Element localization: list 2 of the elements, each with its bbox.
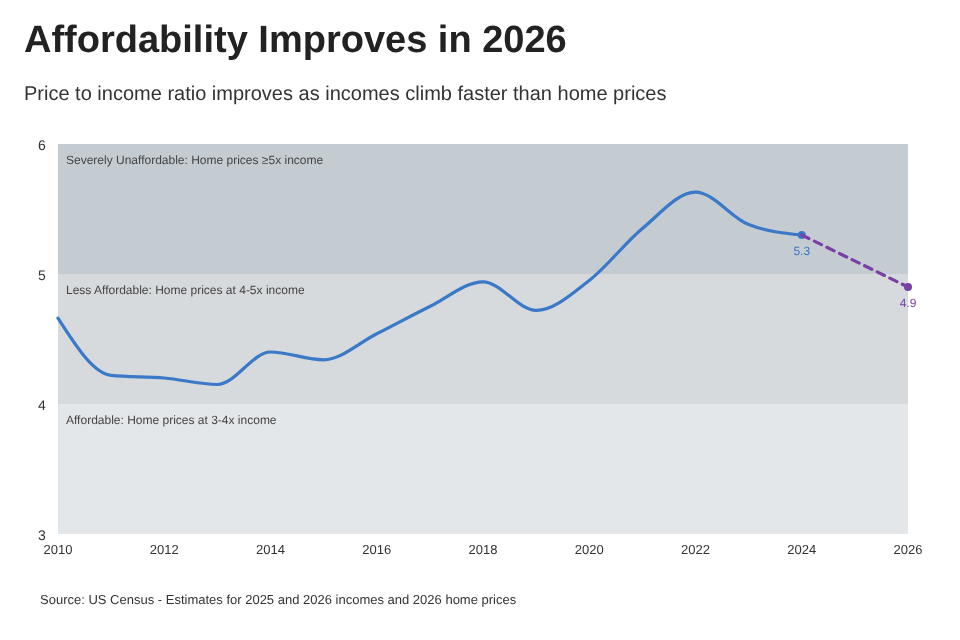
chart-title: Affordability Improves in 2026 [24, 20, 567, 62]
chart-subtitle: Price to income ratio improves as incomes climb faster than home prices [24, 84, 667, 106]
